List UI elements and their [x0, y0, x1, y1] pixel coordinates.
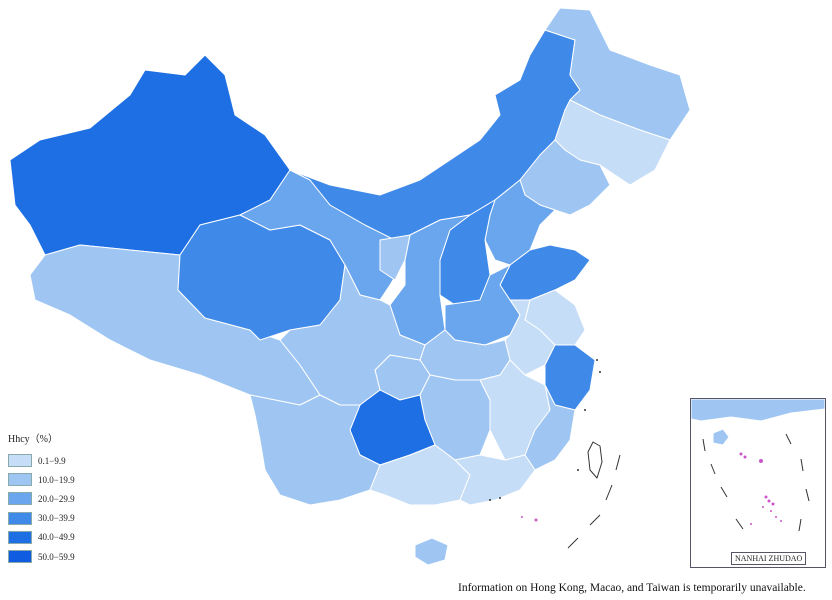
legend-label: 10.0−19.9: [38, 474, 75, 485]
legend-swatch: [8, 454, 32, 468]
south-china-sea-inset: NANHAI ZHUDAO: [690, 398, 826, 568]
inset-label: NANHAI ZHUDAO: [731, 552, 807, 565]
legend-item: 10.0−19.9: [8, 470, 128, 489]
legend-swatch: [8, 530, 32, 544]
legend-label: 20.0−29.9: [38, 493, 75, 504]
legend-swatch: [8, 473, 32, 487]
region-jilin: [554, 99, 671, 186]
region-anhui: [504, 299, 556, 376]
legend-label: 50.0−59.9: [38, 551, 75, 562]
inset-map: [690, 398, 826, 532]
region-fujian: [524, 384, 576, 471]
legend-item: 20.0−29.9: [8, 489, 128, 508]
region-guangdong: [454, 454, 536, 506]
footnote: Information on Hong Kong, Macao, and Tai…: [458, 582, 806, 594]
legend: Hhcy（%） 0.1−9.9 10.0−19.9 20.0−29.9 30.0…: [8, 430, 128, 566]
legend-label: 0.1−9.9: [38, 455, 66, 466]
legend-swatch: [8, 492, 32, 506]
legend-item: 40.0−49.9: [8, 528, 128, 547]
inset-hainan: [712, 428, 730, 446]
legend-swatch: [8, 550, 32, 564]
region-taiwan: [587, 441, 603, 479]
legend-item: 0.1−9.9: [8, 451, 128, 470]
legend-label: 30.0−39.9: [38, 513, 75, 524]
region-ningxia: [379, 234, 411, 281]
legend-swatch: [8, 511, 32, 525]
inset-coast: [690, 398, 826, 422]
region-hainan: [414, 537, 449, 566]
legend-item: 30.0−39.9: [8, 509, 128, 528]
legend-label: 40.0−49.9: [38, 532, 75, 543]
legend-item: 50.0−59.9: [8, 547, 128, 566]
legend-title: Hhcy（%）: [8, 434, 58, 445]
